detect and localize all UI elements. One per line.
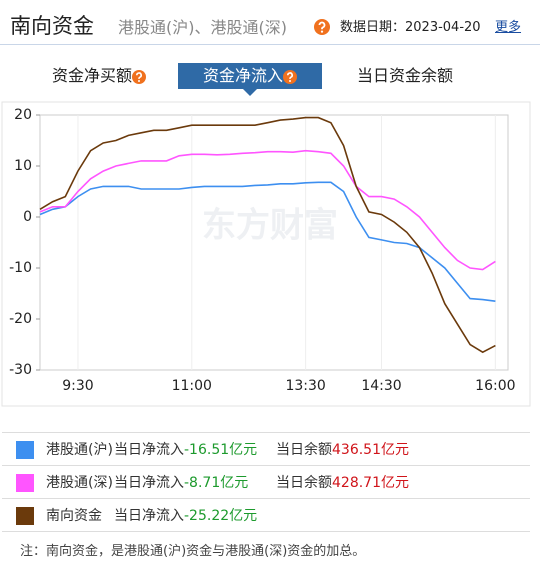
y-tick-label: 20: [14, 107, 32, 123]
x-tick-label: 14:30: [361, 378, 401, 394]
note: 注：南向资金，是港股通(沪)资金与港股通(深)资金的加总。: [20, 544, 366, 559]
help-icon[interactable]: [314, 19, 330, 35]
y-tick-label: 10: [14, 158, 32, 174]
x-tick-label: 16:00: [475, 378, 515, 394]
x-tick-label: 11:00: [172, 378, 212, 394]
legend-swatch: [16, 474, 34, 492]
net-label: 当日净流入: [114, 475, 184, 491]
tab-active[interactable]: 资金净流入: [178, 63, 322, 89]
tab[interactable]: 当日资金余额: [340, 63, 470, 89]
legend-swatch: [16, 507, 34, 525]
help-icon[interactable]: [132, 69, 146, 84]
legend-name: 港股通(沪): [46, 442, 113, 458]
legend-cell: 港股通(沪): [2, 432, 114, 466]
series-line: [39, 116, 496, 354]
legend-row: 港股通(沪) 当日净流入-16.51亿元 当日余额436.51亿元: [2, 432, 530, 466]
chart-frame: [1, 101, 531, 407]
net-label: 当日净流入: [114, 508, 184, 524]
legend-swatch: [16, 441, 34, 459]
balance-cell: [276, 498, 530, 532]
legend-row: 港股通(深) 当日净流入-8.71亿元 当日余额428.71亿元: [2, 465, 530, 499]
y-tick-label: -10: [9, 260, 32, 276]
header: 南向资金 港股通(沪)、港股通(深) 数据日期：2023-04-20 更多: [0, 0, 540, 45]
legend-name: 南向资金: [46, 508, 102, 524]
date: 数据日期：2023-04-20: [340, 20, 481, 35]
legend-row: 南向资金 当日净流入-25.22亿元: [2, 498, 530, 532]
balance-label: 当日余额: [276, 475, 332, 491]
tab-label: 资金净流入: [202, 66, 283, 85]
tab[interactable]: 资金净买额: [34, 63, 164, 89]
net-value: -8.71亿元: [184, 475, 249, 491]
balance-value: 428.71亿元: [332, 475, 409, 491]
y-tick-label: -20: [9, 311, 32, 327]
tab-pointer: [243, 89, 257, 96]
subtitle: 港股通(沪)、港股通(深): [118, 18, 287, 37]
help-icon[interactable]: [283, 69, 297, 84]
balance-label: 当日余额: [276, 442, 332, 458]
tab-label: 当日资金余额: [356, 66, 453, 85]
net-value: -25.22亿元: [184, 508, 258, 524]
x-tick-label: 13:30: [285, 378, 325, 394]
series-line: [39, 149, 496, 271]
legend-cell: 港股通(深): [2, 465, 114, 499]
y-tick-label: -30: [9, 362, 32, 378]
tab-label: 资金净买额: [51, 66, 132, 85]
net-cell: 当日净流入-16.51亿元: [114, 432, 276, 466]
legend-table: 港股通(沪) 当日净流入-16.51亿元 当日余额436.51亿元 港股通(深) 当日净…: [2, 432, 530, 532]
net-cell: 当日净流入-25.22亿元: [114, 498, 276, 532]
legend-name: 港股通(深): [46, 475, 113, 491]
balance-value: 436.51亿元: [332, 442, 409, 458]
y-tick-label: 0: [23, 209, 32, 225]
legend-cell: 南向资金: [2, 498, 114, 532]
more-link[interactable]: 更多: [495, 20, 522, 35]
balance-cell: 当日余额428.71亿元: [276, 465, 530, 499]
net-cell: 当日净流入-8.71亿元: [114, 465, 276, 499]
plot-area: [39, 114, 509, 371]
chart: 东方财富 -30 -20 -10 0 10 20 9:30 11:00 13:30 14:30 16…: [1, 101, 531, 407]
watermark: 东方财富: [202, 206, 338, 246]
x-tick-label: 9:30: [62, 378, 93, 394]
title: 南向资金: [10, 14, 94, 38]
net-label: 当日净流入: [114, 442, 184, 458]
balance-cell: 当日余额436.51亿元: [276, 432, 530, 466]
net-value: -16.51亿元: [184, 442, 258, 458]
